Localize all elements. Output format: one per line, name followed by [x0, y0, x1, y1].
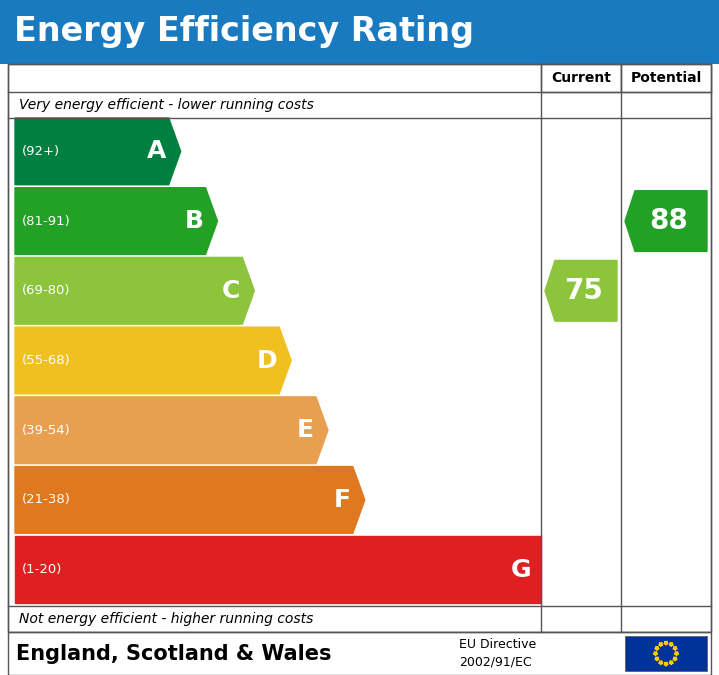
Polygon shape [673, 647, 677, 651]
Text: Potential: Potential [631, 71, 702, 85]
Polygon shape [664, 641, 668, 645]
Polygon shape [15, 466, 365, 533]
Text: 75: 75 [564, 277, 603, 305]
Text: A: A [147, 139, 167, 163]
Polygon shape [15, 536, 541, 603]
Text: G: G [510, 558, 531, 582]
Polygon shape [654, 652, 658, 655]
Text: Energy Efficiency Rating: Energy Efficiency Rating [14, 16, 474, 49]
Polygon shape [664, 662, 668, 666]
Text: B: B [185, 209, 203, 233]
Polygon shape [15, 118, 180, 185]
Polygon shape [673, 657, 677, 661]
Polygon shape [625, 191, 707, 251]
Polygon shape [659, 643, 663, 647]
Text: (55-68): (55-68) [22, 354, 70, 367]
Polygon shape [669, 643, 673, 647]
Polygon shape [15, 327, 291, 394]
Text: D: D [257, 348, 277, 373]
Bar [621, 64, 711, 92]
Polygon shape [674, 652, 679, 655]
Text: F: F [334, 488, 351, 512]
Polygon shape [545, 261, 617, 321]
Polygon shape [655, 657, 659, 661]
Text: (69-80): (69-80) [22, 284, 70, 297]
Text: Not energy efficient - higher running costs: Not energy efficient - higher running co… [19, 612, 313, 626]
Bar [541, 64, 621, 92]
Text: (92+): (92+) [22, 145, 60, 158]
Polygon shape [15, 188, 218, 254]
Text: 88: 88 [649, 207, 688, 235]
Polygon shape [659, 661, 663, 665]
Bar [8, 64, 711, 632]
Bar [8, 632, 711, 675]
Polygon shape [15, 257, 255, 324]
Polygon shape [669, 661, 673, 665]
Text: England, Scotland & Wales: England, Scotland & Wales [16, 643, 331, 664]
Bar [8, 64, 711, 632]
Text: EU Directive
2002/91/EC: EU Directive 2002/91/EC [459, 639, 536, 668]
Polygon shape [15, 397, 328, 464]
Text: Very energy efficient - lower running costs: Very energy efficient - lower running co… [19, 98, 314, 112]
Bar [0, 0, 719, 64]
Polygon shape [655, 647, 659, 651]
Bar [625, 636, 707, 671]
Text: C: C [222, 279, 240, 303]
Text: Current: Current [551, 71, 611, 85]
Text: (81-91): (81-91) [22, 215, 70, 227]
Text: (39-54): (39-54) [22, 424, 70, 437]
Text: E: E [297, 418, 314, 442]
Text: (21-38): (21-38) [22, 493, 71, 506]
Text: (1-20): (1-20) [22, 563, 63, 576]
